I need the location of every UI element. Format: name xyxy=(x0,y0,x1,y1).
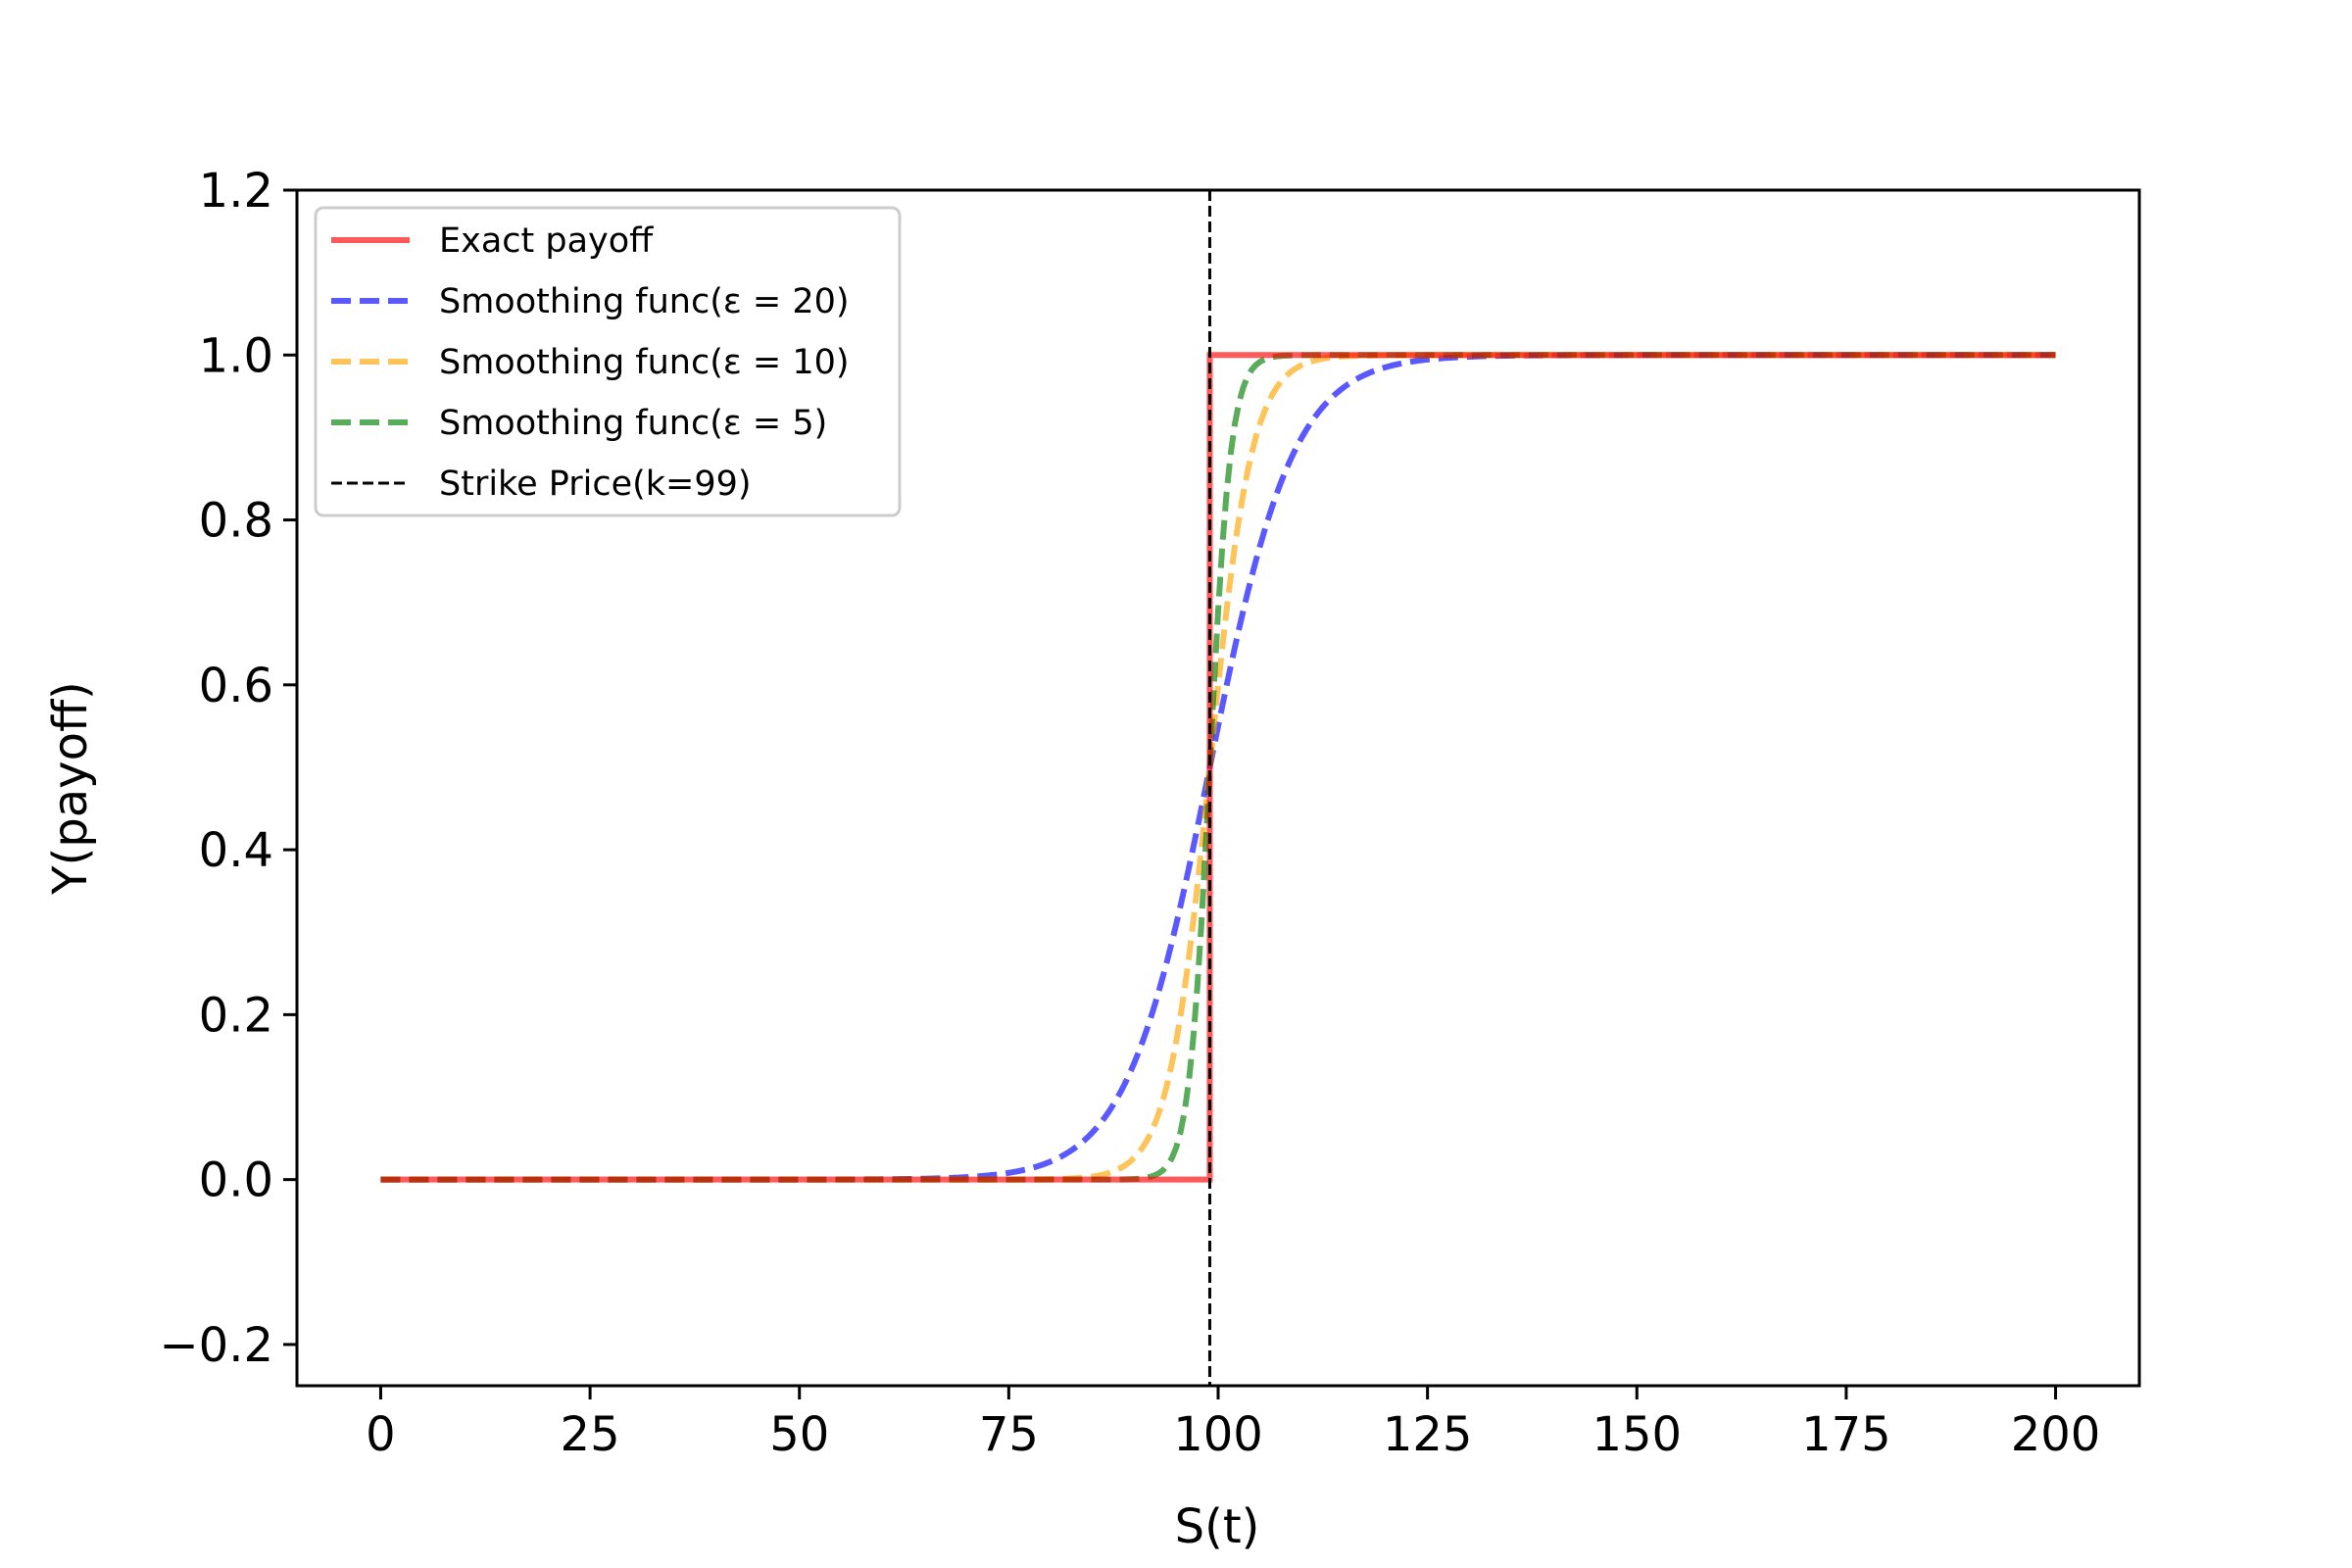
legend-label: Strike Price(k=99) xyxy=(439,465,752,504)
legend-box xyxy=(314,206,902,517)
x-tick-label: 150 xyxy=(1592,1407,1682,1462)
x-axis: 0 25 50 75 100 125 150 175 200 xyxy=(366,1386,2100,1462)
legend-label: Exact payoff xyxy=(439,221,654,261)
series-line xyxy=(380,352,2056,1183)
series-line xyxy=(380,352,2056,1183)
series-line xyxy=(380,352,2056,1183)
y-tick-label: 0.4 xyxy=(199,823,273,878)
y-tick-label: 1.0 xyxy=(199,328,273,383)
y-tick-label: 0.0 xyxy=(199,1153,273,1208)
legend: Exact payoff Smoothing func(ε = 20) Smooth… xyxy=(314,206,902,517)
y-tick-label: 0.2 xyxy=(199,988,273,1043)
x-tick-label: 200 xyxy=(2011,1407,2101,1462)
legend-label: Smoothing func(ε = 20) xyxy=(439,282,850,321)
y-axis: −0.2 0.0 0.2 0.4 0.6 0.8 1.0 1.2 xyxy=(159,164,297,1373)
plot-lines xyxy=(380,190,2056,1386)
x-tick-label: 25 xyxy=(561,1407,620,1462)
legend-label: Smoothing func(ε = 5) xyxy=(439,404,827,443)
y-axis-label: Y(payoff) xyxy=(43,681,98,896)
legend-label: Smoothing func(ε = 10) xyxy=(439,343,850,382)
x-tick-label: 125 xyxy=(1383,1407,1473,1462)
x-tick-label: 0 xyxy=(366,1407,396,1462)
y-tick-label: 1.2 xyxy=(199,164,273,219)
y-tick-label: 0.6 xyxy=(199,659,273,713)
x-tick-label: 100 xyxy=(1173,1407,1263,1462)
x-tick-label: 175 xyxy=(1801,1407,1891,1462)
x-tick-label: 75 xyxy=(979,1407,1039,1462)
x-axis-label: S(t) xyxy=(1175,1499,1260,1554)
y-tick-label: −0.2 xyxy=(159,1318,273,1373)
y-tick-label: 0.8 xyxy=(199,494,273,549)
x-tick-label: 50 xyxy=(769,1407,829,1462)
